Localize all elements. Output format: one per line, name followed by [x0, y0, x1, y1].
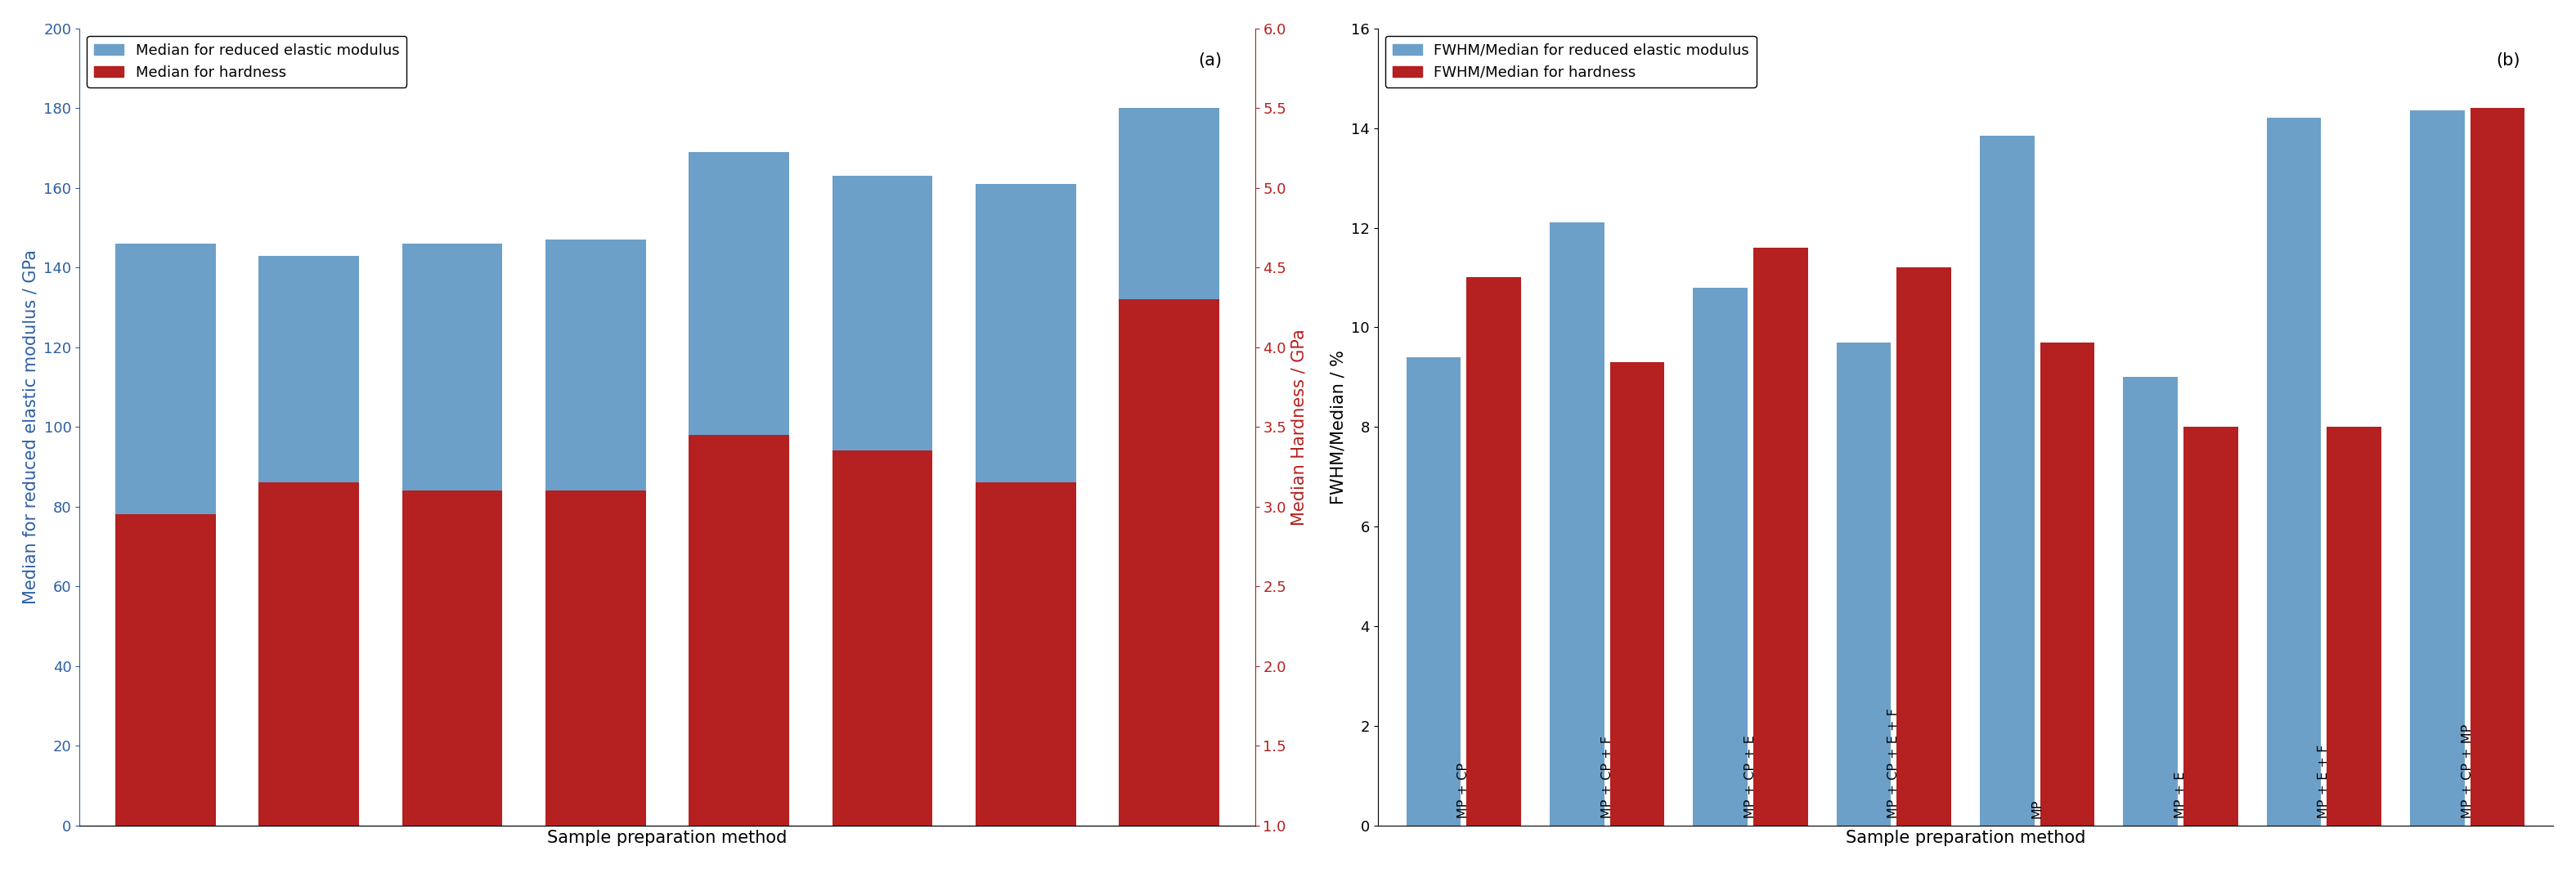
Bar — [688, 152, 788, 826]
Bar — [116, 243, 216, 826]
Bar — [2470, 108, 2524, 826]
Text: MP: MP — [2030, 799, 2043, 818]
Bar — [832, 451, 933, 869]
Bar — [1754, 248, 1808, 826]
Legend: Median for reduced elastic modulus, Median for hardness: Median for reduced elastic modulus, Medi… — [88, 36, 407, 88]
Text: (a): (a) — [1198, 52, 1221, 69]
Text: MP + E + F: MP + E + F — [1020, 740, 1033, 813]
Bar — [1118, 108, 1218, 826]
Text: MP + CP + F: MP + CP + F — [1600, 735, 1613, 818]
Bar — [976, 184, 1077, 826]
Bar — [546, 491, 647, 869]
Bar — [2326, 427, 2380, 826]
Y-axis label: Median for reduced elastic modulus / GPa: Median for reduced elastic modulus / GPa — [23, 249, 39, 604]
Y-axis label: FWHM/Median / %: FWHM/Median / % — [1329, 349, 1347, 504]
Bar — [1406, 357, 1461, 826]
Text: MP + CP + E + F: MP + CP + E + F — [590, 703, 603, 813]
Bar — [1692, 288, 1747, 826]
X-axis label: Sample preparation method: Sample preparation method — [546, 830, 788, 846]
Bar — [1466, 277, 1520, 826]
Text: MP + CP + E: MP + CP + E — [1744, 734, 1757, 818]
Bar — [1551, 222, 1605, 826]
Bar — [402, 491, 502, 869]
Text: MP + E: MP + E — [876, 766, 889, 813]
Bar — [2267, 118, 2321, 826]
Bar — [1118, 300, 1218, 869]
Bar — [1610, 362, 1664, 826]
Bar — [1837, 342, 1891, 826]
Bar — [832, 176, 933, 826]
Legend: FWHM/Median for reduced elastic modulus, FWHM/Median for hardness: FWHM/Median for reduced elastic modulus,… — [1386, 36, 1757, 88]
Bar — [2184, 427, 2239, 826]
Bar — [546, 240, 647, 826]
Text: MP + CP + E: MP + CP + E — [446, 730, 459, 813]
Bar — [1896, 268, 1950, 826]
Bar — [976, 482, 1077, 869]
X-axis label: Sample preparation method: Sample preparation method — [1844, 830, 2087, 846]
Bar — [1981, 136, 2035, 826]
Text: MP + E: MP + E — [2174, 771, 2187, 818]
Bar — [2123, 377, 2177, 826]
Text: MP + CP: MP + CP — [160, 758, 173, 813]
Bar — [2411, 110, 2465, 826]
Text: (b): (b) — [2496, 52, 2519, 69]
Bar — [258, 482, 358, 869]
Text: MP + CP + F: MP + CP + F — [304, 731, 314, 813]
Bar — [688, 434, 788, 869]
Bar — [116, 514, 216, 869]
Text: MP + E + F: MP + E + F — [2318, 744, 2331, 818]
Y-axis label: Median Hardness / GPa: Median Hardness / GPa — [1291, 328, 1309, 526]
Bar — [2040, 342, 2094, 826]
Text: MP + CP + MP: MP + CP + MP — [1162, 720, 1175, 813]
Text: MP: MP — [732, 794, 744, 813]
Bar — [258, 255, 358, 826]
Bar — [402, 243, 502, 826]
Text: MP + CP: MP + CP — [1458, 762, 1471, 818]
Text: MP + CP + MP: MP + CP + MP — [2460, 724, 2473, 818]
Text: MP + CP + E + F: MP + CP + E + F — [1888, 707, 1901, 818]
